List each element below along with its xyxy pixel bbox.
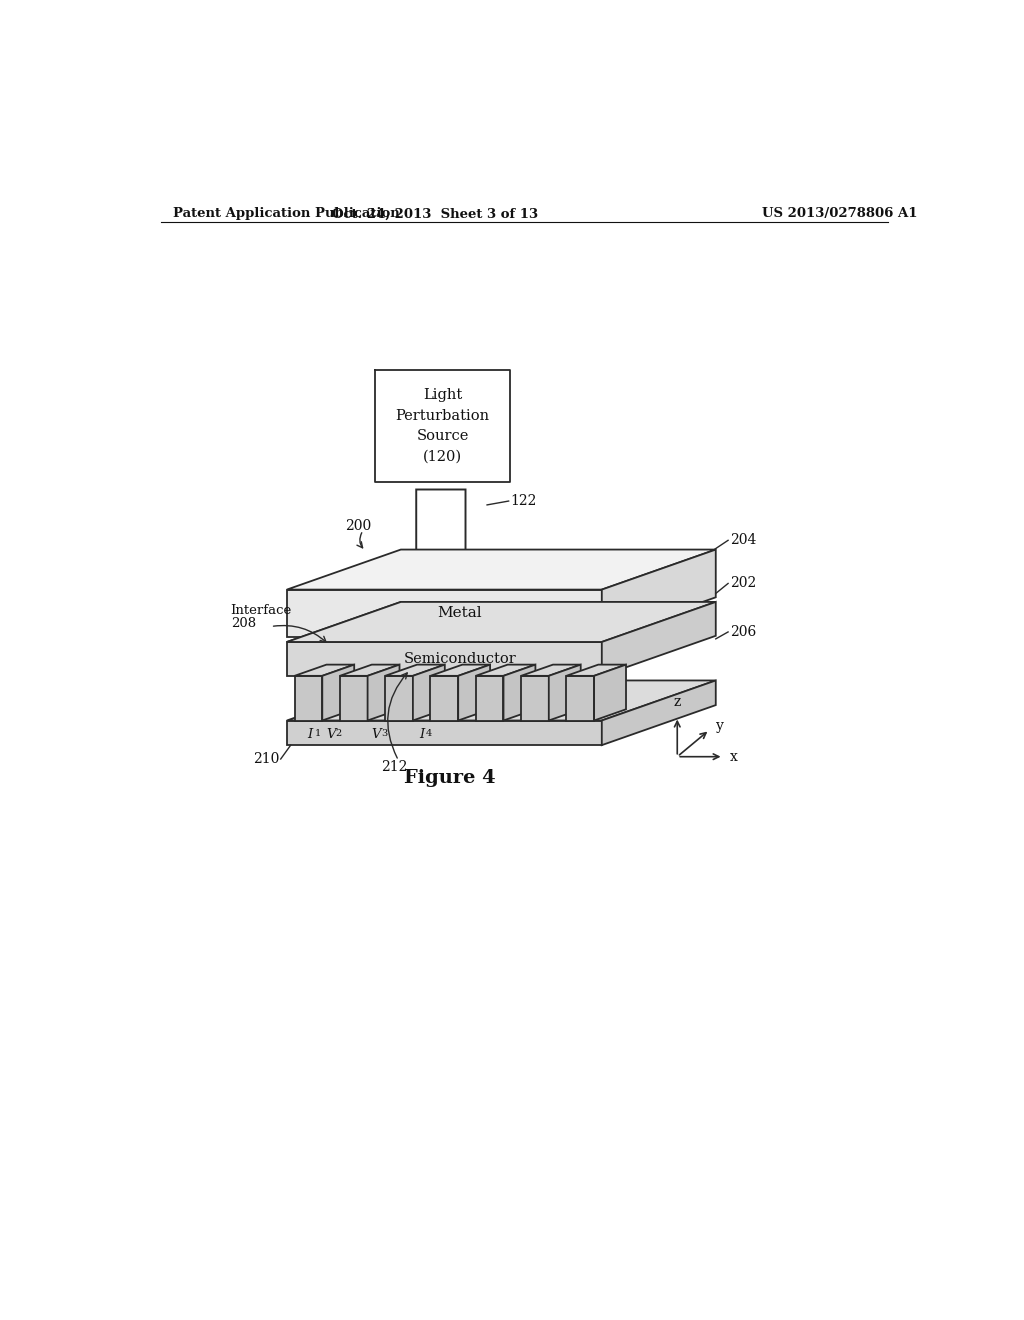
Polygon shape	[566, 676, 594, 721]
Polygon shape	[385, 665, 444, 676]
Text: 210: 210	[253, 752, 280, 766]
Text: 122: 122	[510, 494, 537, 508]
Polygon shape	[430, 676, 458, 721]
Polygon shape	[602, 549, 716, 638]
Text: Oct. 24, 2013  Sheet 3 of 13: Oct. 24, 2013 Sheet 3 of 13	[332, 207, 538, 220]
Polygon shape	[504, 665, 536, 721]
Text: z: z	[674, 694, 681, 709]
Text: 206: 206	[730, 624, 756, 639]
Text: V: V	[372, 727, 381, 741]
Polygon shape	[566, 665, 626, 676]
Polygon shape	[413, 665, 444, 721]
Polygon shape	[287, 721, 602, 744]
Polygon shape	[340, 676, 368, 721]
Text: 3: 3	[381, 729, 387, 738]
Polygon shape	[594, 665, 626, 721]
Text: Interface: Interface	[230, 605, 292, 618]
Polygon shape	[287, 602, 716, 642]
Polygon shape	[295, 676, 323, 721]
Text: 208: 208	[230, 616, 256, 630]
Text: x: x	[730, 750, 737, 764]
Polygon shape	[340, 665, 399, 676]
Text: 2: 2	[336, 729, 342, 738]
Text: Semiconductor: Semiconductor	[403, 652, 516, 665]
Polygon shape	[521, 665, 581, 676]
Polygon shape	[521, 676, 549, 721]
Polygon shape	[287, 590, 602, 638]
Polygon shape	[602, 602, 716, 642]
Polygon shape	[287, 642, 602, 676]
Polygon shape	[458, 665, 490, 721]
Text: Patent Application Publication: Patent Application Publication	[173, 207, 399, 220]
Text: 200: 200	[345, 520, 371, 533]
Text: US 2013/0278806 A1: US 2013/0278806 A1	[762, 207, 918, 220]
Text: 4: 4	[426, 729, 432, 738]
Polygon shape	[602, 602, 716, 676]
Text: Figure 4: Figure 4	[404, 770, 496, 787]
Text: 212: 212	[382, 760, 408, 774]
Text: 202: 202	[730, 577, 756, 590]
Polygon shape	[602, 681, 716, 744]
Polygon shape	[549, 665, 581, 721]
Text: Light
Perturbation
Source
(120): Light Perturbation Source (120)	[395, 388, 489, 463]
Text: 204: 204	[730, 533, 756, 548]
Text: y: y	[716, 719, 724, 733]
Polygon shape	[476, 665, 536, 676]
Polygon shape	[398, 490, 483, 572]
Polygon shape	[430, 665, 490, 676]
Text: I: I	[307, 727, 312, 741]
Polygon shape	[476, 676, 504, 721]
Text: Metal: Metal	[437, 606, 482, 620]
Polygon shape	[287, 549, 716, 590]
Text: 1: 1	[314, 729, 321, 738]
Polygon shape	[295, 665, 354, 676]
Text: I: I	[419, 727, 424, 741]
Polygon shape	[287, 602, 716, 642]
Polygon shape	[368, 665, 399, 721]
Text: V: V	[327, 727, 336, 741]
Polygon shape	[287, 681, 716, 721]
Polygon shape	[323, 665, 354, 721]
Polygon shape	[385, 676, 413, 721]
